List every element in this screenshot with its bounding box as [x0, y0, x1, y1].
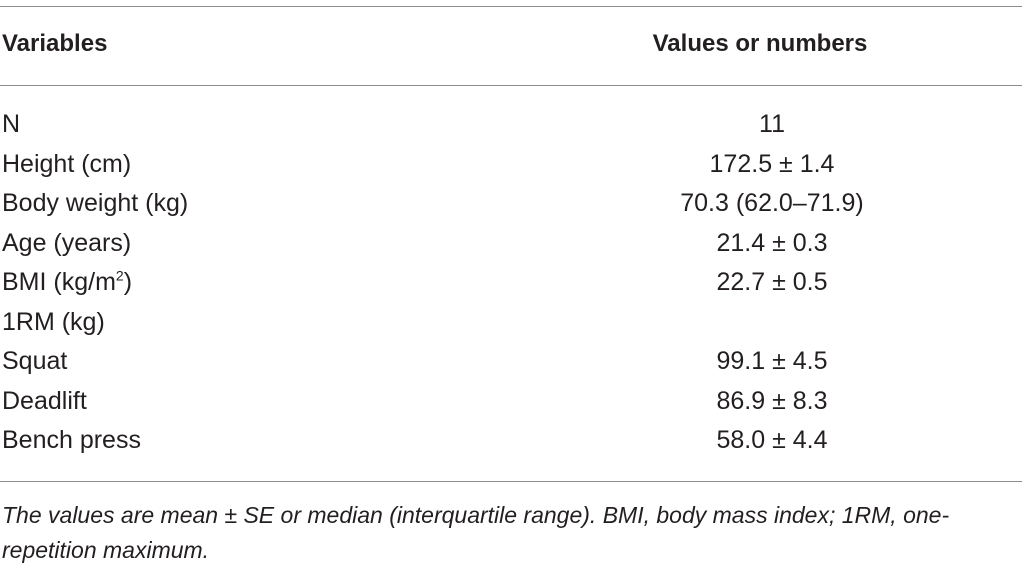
header-variables: Variables	[2, 30, 108, 57]
row-value: 172.5 ± 1.4	[709, 149, 835, 178]
table-body: N 11 Height (cm) 172.5 ± 1.4 Body weight…	[0, 110, 1022, 466]
table-header-rule	[0, 85, 1022, 86]
header-values: Values or numbers	[652, 30, 868, 57]
bmi-label-superscript: 2	[115, 267, 124, 284]
row-label: Deadlift	[2, 386, 87, 415]
table-row: Deadlift 86.9 ± 8.3	[0, 387, 1022, 427]
row-label: Squat	[2, 347, 68, 375]
row-value: 22.7 ± 0.5	[716, 268, 828, 296]
row-label: Body weight (kg)	[2, 189, 189, 217]
table-row: 1RM (kg)	[0, 308, 1022, 348]
row-value: 99.1 ± 4.5	[716, 347, 828, 375]
table-header: Variables Values or numbers	[0, 30, 1022, 64]
row-label: BMI (kg/m2)	[2, 268, 132, 297]
table-row: N 11	[0, 110, 1022, 150]
table-row: Squat 99.1 ± 4.5	[0, 347, 1022, 387]
table-row: Bench press 58.0 ± 4.4	[0, 426, 1022, 466]
table-row: Age (years) 21.4 ± 0.3	[0, 229, 1022, 269]
row-value: 21.4 ± 0.3	[716, 228, 828, 257]
row-value: 58.0 ± 4.4	[716, 426, 828, 454]
table-row: Body weight (kg) 70.3 (62.0–71.9)	[0, 189, 1022, 229]
row-value: 86.9 ± 8.3	[716, 386, 828, 415]
table-footnote: The values are mean ± SE or median (inte…	[2, 502, 950, 563]
bmi-label-main: BMI (kg/m	[2, 268, 116, 296]
row-value: 11	[759, 110, 785, 138]
row-label: 1RM (kg)	[2, 307, 105, 336]
table-bottom-rule	[0, 481, 1022, 482]
table-top-rule	[0, 6, 1022, 7]
row-label: Bench press	[2, 426, 141, 454]
row-value: 70.3 (62.0–71.9)	[680, 189, 864, 217]
row-label: Height (cm)	[2, 149, 132, 178]
row-label: N	[2, 110, 21, 138]
table-row: Height (cm) 172.5 ± 1.4	[0, 150, 1022, 190]
table-row: BMI (kg/m2) 22.7 ± 0.5	[0, 268, 1022, 308]
bmi-label-end: )	[123, 268, 133, 296]
row-label: Age (years)	[2, 228, 132, 257]
